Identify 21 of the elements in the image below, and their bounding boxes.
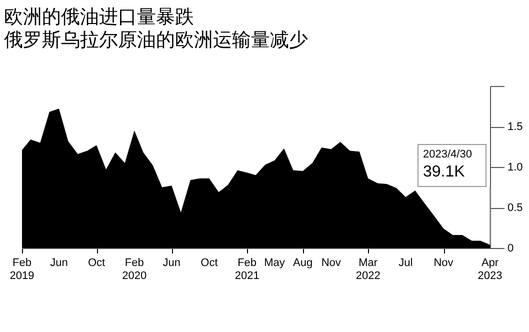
x-tick-label: Nov [321, 257, 342, 269]
x-tick-label: Apr 2023 [478, 257, 502, 282]
x-tick-label: Aug [293, 257, 313, 269]
x-tick-label: Jun [50, 257, 68, 269]
x-tick-label: Mar 2022 [356, 257, 380, 282]
x-tick-label: Oct [200, 257, 218, 269]
x-tick-label: Jul [398, 257, 413, 269]
y-tick-label: 0 [508, 242, 514, 254]
chart-title: 欧洲的俄油进口量暴跌 [4, 7, 194, 28]
x-tick-label: Jun [162, 257, 181, 269]
y-tick-label: 1.5 [508, 121, 523, 133]
y-tick-label: 1.0 [508, 162, 523, 174]
x-tick-label: Feb 2021 [234, 257, 260, 282]
x-tick-label: Nov [434, 257, 454, 269]
annotation: 2023/4/30 39.1K [423, 148, 472, 180]
x-tick-label: Feb 2019 [10, 257, 34, 282]
x-tick-label: Oct [88, 257, 106, 269]
chart-subtitle: 俄罗斯乌拉尔原油的欧洲运输量减少 [4, 30, 308, 51]
x-tick-label: Feb 2020 [122, 257, 147, 282]
y-tick-label: 0.5 [508, 202, 523, 214]
x-tick-label: May [264, 257, 286, 269]
